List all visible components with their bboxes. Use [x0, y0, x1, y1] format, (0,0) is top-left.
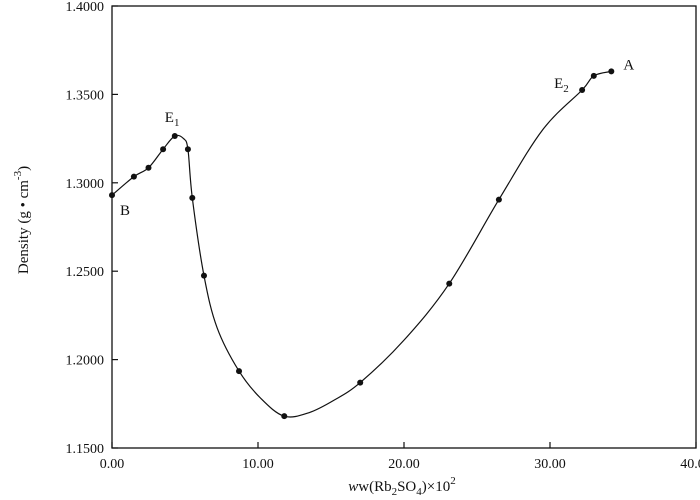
x-axis-title-tail: )×10	[422, 479, 450, 495]
data-point	[579, 86, 586, 93]
y-tick-label: 1.1500	[66, 442, 105, 457]
density-curve	[111, 70, 612, 418]
data-point	[189, 194, 196, 201]
point-annotations: B E1 E2 A	[120, 57, 634, 219]
y-axis-title-sup: -3	[12, 170, 24, 180]
annotation-label: E2	[554, 76, 569, 95]
x-tick-label: 0.00	[100, 457, 125, 472]
x-axis-title-mid: SO	[397, 479, 416, 495]
y-axis-title-tail: )	[16, 166, 32, 171]
data-point	[171, 132, 178, 139]
y-axis-ticks: 1.1500 1.2000 1.2500 1.3000 1.3500 1.4000	[66, 0, 118, 457]
x-axis-title-sub1: 2	[392, 486, 398, 498]
y-tick-label: 1.3500	[66, 88, 105, 103]
data-point	[145, 164, 152, 171]
x-axis-title-sub2: 4	[416, 486, 422, 498]
x-tick-label: 20.00	[388, 457, 420, 472]
data-point	[608, 68, 615, 75]
data-point	[590, 72, 597, 79]
data-points	[109, 68, 615, 420]
x-tick-label: 30.00	[534, 457, 566, 472]
y-tick-label: 1.2500	[66, 265, 105, 280]
annotation-label: E1	[165, 110, 180, 129]
annotation-label: B	[120, 203, 130, 219]
x-tick-label: 40.00	[680, 457, 700, 472]
x-axis-title-sup: 2	[450, 475, 456, 487]
data-point	[357, 379, 364, 386]
x-axis-title: ww(Rb2SO4)×102	[348, 475, 456, 498]
y-tick-label: 1.3000	[66, 177, 105, 192]
y-axis-title-main: Density (g • cm	[16, 180, 32, 274]
annotation-label: A	[623, 57, 634, 73]
data-point	[446, 280, 453, 287]
y-tick-label: 1.4000	[66, 0, 105, 15]
data-point	[236, 368, 243, 375]
y-axis-title: Density (g • cm-3)	[12, 166, 32, 274]
x-axis-ticks: 0.00 10.00 20.00 30.00 40.00	[100, 442, 700, 472]
data-point	[184, 146, 191, 153]
data-point	[109, 192, 115, 199]
data-point	[495, 196, 502, 203]
data-point	[160, 146, 167, 153]
x-tick-label: 10.00	[242, 457, 274, 472]
x-axis-title-main: w(Rb	[358, 479, 391, 495]
y-tick-label: 1.2000	[66, 354, 105, 369]
data-point	[281, 413, 288, 420]
data-point	[130, 173, 137, 180]
data-point	[200, 272, 207, 279]
